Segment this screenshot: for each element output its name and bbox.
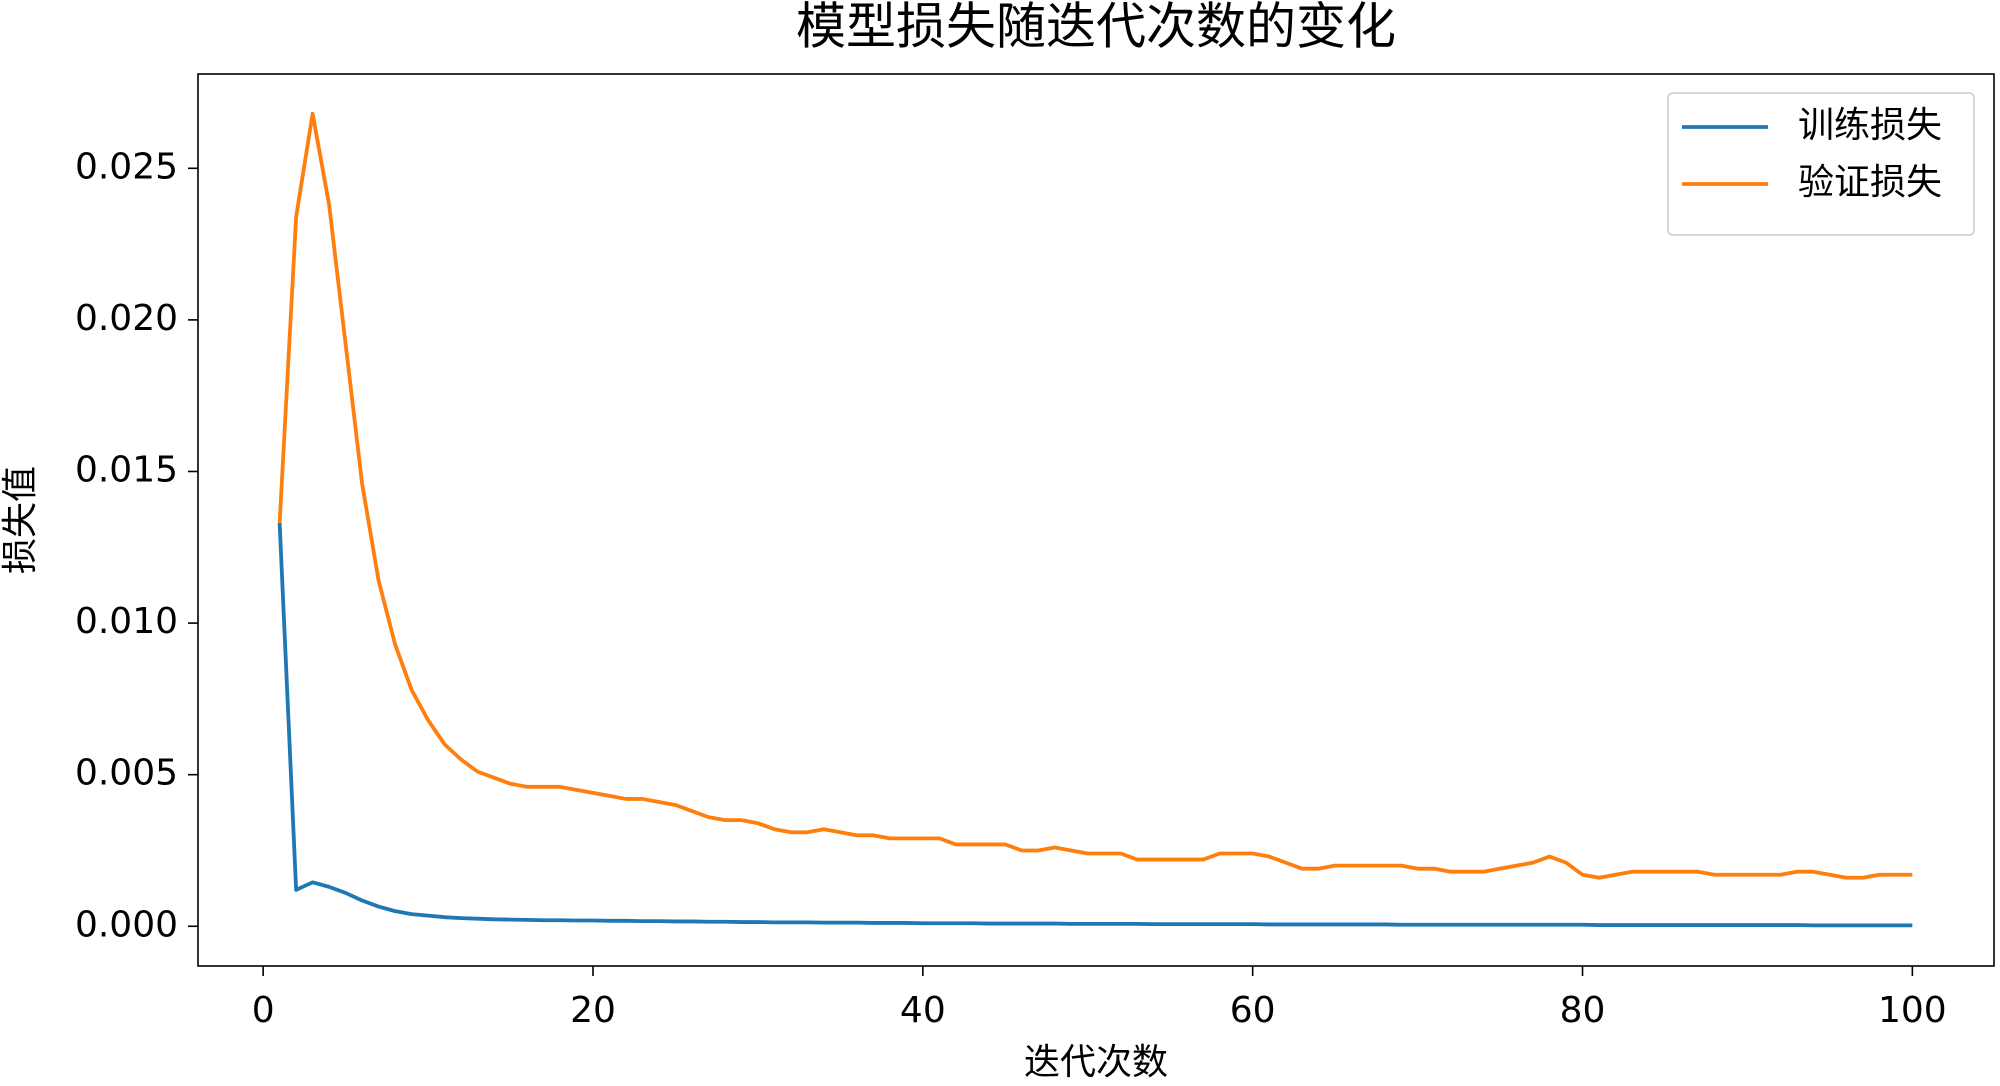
- chart-title: 模型损失随迭代次数的变化: [796, 0, 1396, 56]
- plot-frame: [197, 73, 1995, 967]
- series-line: [277, 522, 1913, 928]
- x-tick-label: 20: [570, 990, 616, 1031]
- x-tick-label: 100: [1878, 990, 1947, 1031]
- series-line: [277, 111, 1913, 880]
- x-tick-label: 80: [1560, 990, 1606, 1031]
- y-tick-label: 0.025: [75, 146, 178, 187]
- y-axis-label: 损失值: [0, 466, 41, 574]
- x-axis-label: 迭代次数: [1024, 1042, 1168, 1083]
- legend-label: 验证损失: [1798, 162, 1942, 203]
- x-tick-label: 40: [900, 990, 946, 1031]
- x-tick-label: 0: [252, 990, 275, 1031]
- x-tick-label: 60: [1230, 990, 1276, 1031]
- y-tick-label: 0.020: [75, 298, 178, 339]
- y-tick-label: 0.010: [75, 601, 178, 642]
- y-tick-label: 0.015: [75, 449, 178, 490]
- y-tick-label: 0.000: [75, 904, 178, 945]
- legend-label: 训练损失: [1798, 105, 1942, 146]
- y-tick-label: 0.005: [75, 753, 178, 794]
